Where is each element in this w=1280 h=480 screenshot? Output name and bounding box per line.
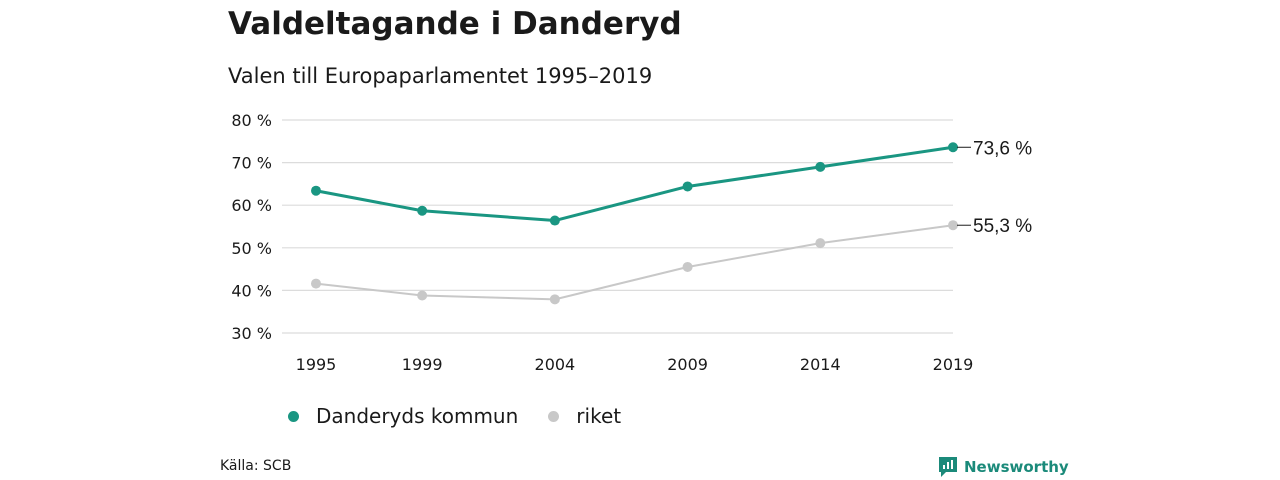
- legend-label-danderyd: Danderyds kommun: [316, 404, 519, 428]
- x-tick-label: 2019: [933, 355, 974, 374]
- chart-subtitle: Valen till Europaparlamentet 1995–2019: [228, 64, 653, 88]
- data-point-riket: [948, 220, 958, 231]
- series-line-riket: [315, 224, 954, 301]
- data-point-danderyd: [417, 205, 428, 216]
- y-tick-label: 30 %: [231, 324, 272, 343]
- y-tick-label: 70 %: [231, 154, 272, 173]
- chart-legend: Danderyds kommun riket: [288, 404, 651, 428]
- legend-item-riket: riket: [548, 404, 621, 428]
- end-label-riket: 55,3 %: [973, 216, 1032, 237]
- legend-marker-riket: [548, 410, 560, 422]
- data-point-danderyd: [311, 185, 321, 196]
- brand-name: Newsworthy: [964, 458, 1069, 476]
- legend-label-riket: riket: [576, 404, 622, 428]
- data-point-riket: [549, 294, 560, 305]
- data-point-danderyd: [682, 181, 693, 192]
- y-tick-label: 80 %: [231, 111, 272, 130]
- data-point-riket: [682, 261, 693, 272]
- data-point-riket: [417, 290, 428, 301]
- brand-logo[interactable]: Newsworthy: [938, 456, 1069, 478]
- data-point-danderyd: [948, 142, 958, 153]
- newsworthy-icon: [939, 457, 957, 477]
- y-tick-label: 50 %: [231, 239, 272, 258]
- legend-item-danderyd: Danderyds kommun: [288, 404, 518, 428]
- data-point-riket: [311, 278, 321, 289]
- x-tick-label: 1999: [402, 355, 443, 374]
- x-tick-label: 2004: [535, 355, 576, 374]
- chart-title: Valdeltagande i Danderyd: [228, 6, 682, 42]
- data-point-riket: [815, 238, 826, 249]
- end-label-danderyd: 73,6 %: [973, 138, 1032, 159]
- source-note: Källa: SCB: [220, 458, 292, 474]
- x-tick-label: 2009: [667, 355, 708, 374]
- data-point-danderyd: [815, 161, 826, 172]
- x-tick-label: 1995: [296, 355, 337, 374]
- y-tick-label: 60 %: [231, 196, 272, 215]
- x-tick-label: 2014: [800, 355, 841, 374]
- legend-marker-danderyd: [288, 410, 299, 422]
- series-line-danderyd: [315, 145, 954, 223]
- y-tick-label: 40 %: [231, 281, 272, 300]
- data-point-danderyd: [549, 215, 560, 226]
